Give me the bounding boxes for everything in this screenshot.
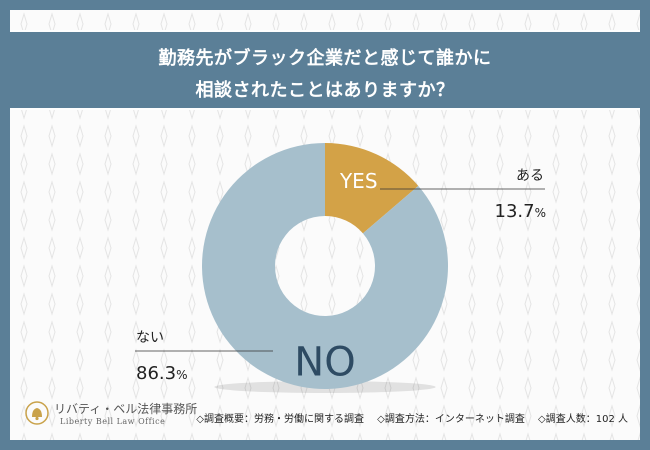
answer-label-no: ない (136, 330, 164, 346)
slice-no (201, 143, 448, 389)
donut-chart: YES NO ある 13.7% ない 86.3% (135, 143, 546, 393)
survey-note-overview: ◇調査概要：労務・労働に関する調査 (196, 414, 364, 425)
logo: リバティ・ベル法律事務所 Liberty Bell Law Office (24, 400, 204, 430)
slice-label-no: NO (294, 340, 355, 386)
logo-name: リバティ・ベル法律事務所 (54, 402, 198, 416)
survey-note-count: ◇調査人数：102 人 (538, 414, 628, 425)
content-panel: 勤務先がブラック企業だと感じて誰かに 相談されたことはありますか？ YES NO あ… (10, 10, 640, 440)
slice-label-yes: YES (339, 169, 378, 193)
title-line-2: 相談されたことはありますか？ (195, 80, 455, 101)
percent-label-no: 86.3% (136, 363, 187, 384)
title-line-1: 勤務先がブラック企業だと感じて誰かに (158, 48, 492, 69)
slice-yes (325, 143, 419, 234)
answer-label-yes: ある (516, 168, 544, 184)
logo-subtitle: Liberty Bell Law Office (60, 417, 166, 426)
survey-note-method: ◇調査方法：インターネット調査 (377, 414, 525, 425)
percent-label-yes: 13.7% (495, 201, 546, 222)
bell-emblem-icon (25, 401, 49, 425)
survey-notes: ◇調査概要：労務・労働に関する調査 ◇調査方法：インターネット調査 ◇調査人数：… (186, 410, 628, 425)
title-banner: 勤務先がブラック企業だと感じて誰かに 相談されたことはありますか？ (10, 30, 640, 110)
